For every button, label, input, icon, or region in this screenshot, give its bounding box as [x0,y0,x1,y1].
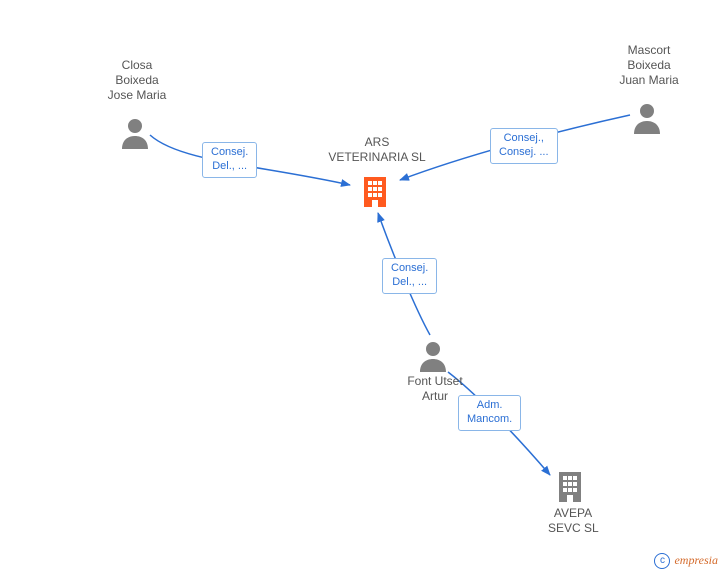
copyright-icon: c [654,553,670,569]
edge-label-mascort-ars: Consej., Consej. ... [490,128,558,164]
node-label-avepa: AVEPA SEVC SL [548,506,598,536]
person-icon[interactable] [418,338,448,372]
person-icon[interactable] [632,100,662,134]
node-label-closa: Closa Boixeda Jose Maria [102,58,172,103]
edge-label-font-ars: Consej. Del., ... [382,258,437,294]
node-label-ars: ARS VETERINARIA SL [327,135,427,165]
node-label-font: Font Utset Artur [405,374,465,404]
building-icon[interactable] [555,470,585,504]
edge-label-font-avepa: Adm. Mancom. [458,395,521,431]
node-label-mascort: Mascort Boixeda Juan Maria [614,43,684,88]
building-icon[interactable] [360,175,390,209]
brand-name: empresia [674,553,718,567]
footer-attribution: c empresia [654,553,718,569]
edge-label-closa-ars: Consej. Del., ... [202,142,257,178]
person-icon[interactable] [120,115,150,149]
